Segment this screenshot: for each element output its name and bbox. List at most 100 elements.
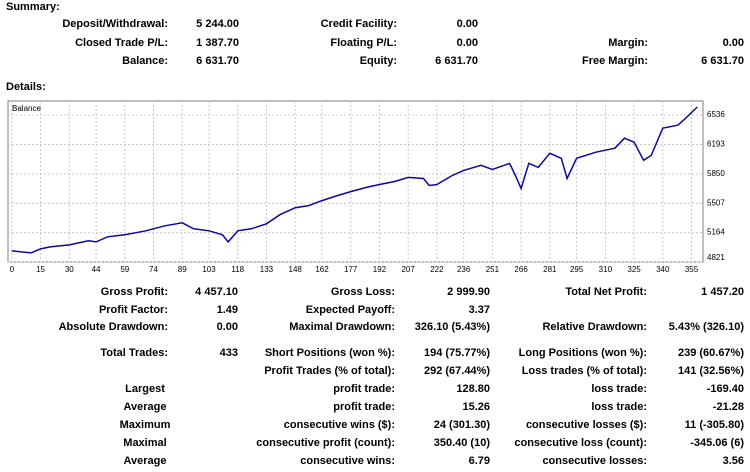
row-heading: Maximal	[123, 437, 167, 449]
x-tick-label: 103	[202, 265, 216, 274]
detail-label: Total Trades:	[100, 347, 168, 359]
detail-value: 141 (32.56%)	[677, 365, 744, 377]
summary-label: Deposit/Withdrawal:	[62, 18, 168, 30]
section-title: Details:	[6, 81, 46, 93]
detail-label: Maximal Drawdown:	[289, 321, 395, 333]
summary-value: 0.00	[722, 37, 744, 49]
x-tick-label: 251	[486, 265, 500, 274]
x-tick-label: 295	[570, 265, 584, 274]
row-heading: Maximum	[119, 419, 171, 431]
detail-value: -345.06 (6)	[690, 437, 744, 449]
summary-value: 6 631.70	[196, 55, 239, 67]
detail-label: consecutive loss (count):	[514, 437, 647, 449]
detail-label: Gross Profit:	[100, 286, 168, 298]
x-tick-label: 74	[149, 265, 158, 274]
summary-label: Balance:	[122, 55, 168, 67]
y-tick-label: 4821	[707, 253, 725, 262]
detail-label: Short Positions (won %):	[264, 347, 395, 359]
detail-value: 15.26	[462, 401, 490, 413]
detail-value: 433	[219, 347, 238, 359]
detail-label: Profit Trades (% of total):	[264, 365, 395, 377]
x-tick-label: 281	[543, 265, 557, 274]
detail-label: loss trade:	[591, 401, 647, 413]
plot-area	[7, 100, 704, 263]
x-tick-label: 207	[401, 265, 415, 274]
series-label: Balance	[12, 104, 41, 113]
detail-value: 6.79	[468, 455, 490, 467]
x-tick-label: 266	[514, 265, 528, 274]
detail-value: 239 (60.67%)	[677, 347, 744, 359]
detail-value: 2 999.90	[447, 286, 490, 298]
summary-label: Equity:	[359, 55, 397, 67]
detail-value: 326.10 (5.43%)	[414, 321, 490, 333]
balance-chart: 0 15 30 44 59 74 89 103 118 133 148 162 177 192 207 222…	[7, 100, 725, 274]
x-tick-label: 44	[92, 265, 101, 274]
detail-value: 350.40 (10)	[433, 437, 490, 449]
y-tick-label: 5850	[707, 169, 725, 178]
detail-value: 11 (-305.80)	[684, 419, 744, 431]
detail-label: Relative Drawdown:	[542, 321, 647, 333]
summary-value: 6 631.70	[701, 55, 744, 67]
x-tick-label: 148	[289, 265, 303, 274]
summary-label: Closed Trade P/L:	[75, 37, 168, 49]
y-tick-label: 6536	[707, 110, 725, 119]
section-title: Summary:	[6, 1, 60, 13]
detail-label: Total Net Profit:	[565, 286, 647, 298]
row-heading: Largest	[125, 383, 165, 395]
summary-value: 1 387.70	[196, 37, 239, 49]
y-tick-label: 5507	[707, 198, 725, 207]
detail-label: Long Positions (won %):	[518, 347, 647, 359]
y-tick-label: 6193	[707, 140, 725, 149]
x-tick-label: 30	[65, 265, 74, 274]
summary-value: 6 631.70	[435, 55, 478, 67]
detail-value: 1 457.20	[701, 286, 744, 298]
row-heading: Average	[123, 455, 167, 467]
detail-label: Loss trades (% of total):	[521, 365, 647, 377]
detail-value: 1.49	[216, 304, 238, 316]
x-tick-label: 310	[599, 265, 613, 274]
detail-value: 3.37	[468, 304, 490, 316]
x-tick-label: 325	[627, 265, 641, 274]
summary-value: 0.00	[456, 18, 478, 30]
detail-value: 292 (67.44%)	[423, 365, 490, 377]
detail-label: consecutive losses ($):	[525, 419, 647, 431]
detail-label: consecutive profit (count):	[256, 437, 395, 449]
summary-label: Margin:	[608, 37, 648, 49]
detail-label: Expected Payoff:	[305, 304, 395, 316]
x-tick-label: 355	[685, 265, 699, 274]
x-tick-label: 0	[10, 265, 15, 274]
detail-value: 3.56	[722, 455, 744, 467]
detail-label: consecutive wins:	[300, 455, 395, 467]
x-tick-label: 177	[344, 265, 358, 274]
detail-label: profit trade:	[333, 401, 395, 413]
detail-label: consecutive wins ($):	[283, 419, 395, 431]
x-tick-label: 59	[120, 265, 129, 274]
detail-value: 4 457.10	[195, 286, 238, 298]
detail-label: profit trade:	[333, 383, 395, 395]
x-tick-label: 192	[373, 265, 387, 274]
x-tick-label: 133	[260, 265, 274, 274]
x-tick-label: 89	[178, 265, 187, 274]
detail-label: consecutive losses:	[542, 455, 647, 467]
summary-label: Credit Facility:	[320, 18, 397, 30]
detail-value: 128.80	[456, 383, 490, 395]
y-tick-label: 5164	[707, 228, 725, 237]
x-tick-label: 340	[656, 265, 670, 274]
summary-value: 0.00	[456, 37, 478, 49]
detail-label: Absolute Drawdown:	[58, 321, 168, 333]
row-heading: Average	[123, 401, 167, 413]
detail-label: loss trade:	[591, 383, 647, 395]
summary-value: 5 244.00	[196, 18, 239, 30]
x-tick-label: 118	[231, 265, 244, 274]
x-tick-label: 162	[315, 265, 329, 274]
detail-value: 194 (75.77%)	[423, 347, 490, 359]
detail-value: -169.40	[706, 383, 744, 395]
x-tick-label: 222	[430, 265, 444, 274]
detail-value: -21.28	[712, 401, 744, 413]
detail-value: 5.43% (326.10)	[668, 321, 744, 333]
x-tick-label: 236	[457, 265, 471, 274]
detail-value: 0.00	[216, 321, 238, 333]
summary-label: Free Margin:	[581, 55, 648, 67]
detail-label: Profit Factor:	[98, 304, 168, 316]
